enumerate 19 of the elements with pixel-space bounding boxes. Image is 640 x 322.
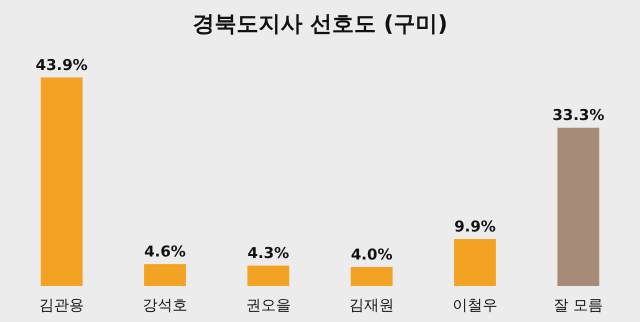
x-tick-label: 강석호 (142, 296, 188, 314)
bar (144, 264, 186, 286)
data-label: 33.3% (552, 106, 604, 124)
data-label: 43.9% (36, 56, 88, 74)
bar (557, 128, 600, 286)
bar (454, 238, 496, 286)
chart-title: 경북도지사 선호도 (구미) (192, 12, 448, 37)
bar (350, 266, 393, 286)
x-tick-label: 잘 모름 (553, 296, 604, 314)
x-tick-label: 이철우 (452, 296, 498, 314)
data-label: 4.6% (144, 242, 186, 261)
data-label: 4.0% (350, 245, 392, 264)
x-tick-label: 김관용 (39, 296, 84, 314)
data-label: 9.9% (454, 217, 496, 236)
data-label: 4.3% (248, 244, 290, 262)
x-tick-label: 김재원 (349, 296, 394, 314)
bar (247, 266, 290, 286)
bar (40, 77, 83, 286)
x-tick-label: 권오을 (246, 296, 291, 314)
